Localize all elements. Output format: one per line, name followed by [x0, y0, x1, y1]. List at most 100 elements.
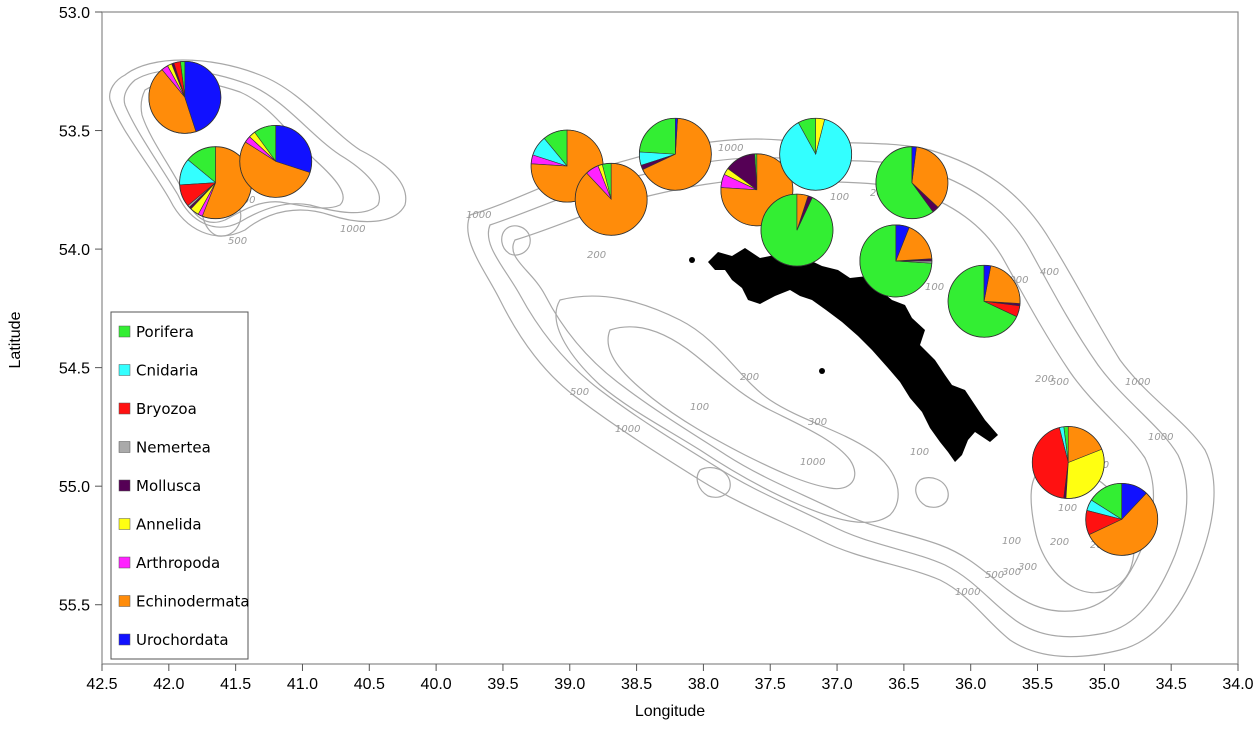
islet: [819, 368, 825, 374]
pie-14: [1085, 482, 1159, 556]
contour-label: 1000: [800, 457, 825, 468]
legend-swatch-urochordata: [118, 633, 131, 646]
y-tick-label: 55.0: [59, 479, 90, 496]
x-tick-label: 42.0: [153, 676, 184, 693]
contour-label: 1000: [466, 210, 491, 221]
x-tick-label: 40.5: [354, 676, 385, 693]
x-tick-label: 37.5: [755, 676, 786, 693]
contour-label: 1000: [718, 143, 743, 154]
y-tick-label: 54.0: [59, 242, 90, 259]
y-tick-label: 55.5: [59, 598, 90, 615]
y-axis: 53.0 53.5 54.0 54.5 55.0 55.5: [59, 5, 102, 615]
x-tick-label: 38.0: [688, 676, 719, 693]
contour-label: 200: [740, 372, 759, 383]
pie-2: [179, 146, 253, 220]
contour-label: 1000: [1003, 275, 1028, 286]
legend-swatch-nemertea: [118, 441, 131, 453]
contour-label: 1000: [955, 587, 980, 598]
contour-label: 200: [587, 250, 606, 261]
contour-label: 500: [570, 387, 589, 398]
pie-outline: [947, 264, 1021, 338]
legend-label-bryozoa: Bryozoa: [136, 400, 197, 418]
x-tick-label: 36.5: [888, 676, 919, 693]
pie-outline: [1031, 426, 1105, 499]
contour-label: 500: [985, 570, 1004, 581]
pie-13: [1031, 426, 1105, 499]
pie-12: [947, 264, 1021, 338]
y-tick-label: 54.5: [59, 361, 90, 378]
x-tick-label: 36.0: [955, 676, 986, 693]
contour-label: 1000: [1148, 432, 1173, 443]
pie-11: [859, 224, 933, 298]
contour-label: 100: [925, 282, 944, 293]
legend-label-porifera: Porifera: [136, 323, 194, 341]
x-tick-label: 38.5: [621, 676, 652, 693]
contour-label: 100: [1002, 536, 1021, 547]
contour-label: 500: [228, 236, 247, 247]
contour-label: 300: [1018, 562, 1037, 573]
contour-label: 300: [1002, 567, 1021, 578]
legend-swatch-bryozoa: [118, 402, 131, 415]
pie-markers: [148, 60, 1159, 556]
contour-label: 400: [1040, 267, 1059, 278]
x-tick-label: 39.0: [554, 676, 585, 693]
legend-swatch-porifera: [118, 325, 131, 338]
pie-8: [779, 117, 853, 191]
x-tick-label: 42.5: [86, 676, 117, 693]
y-axis-title: Latitude: [7, 311, 24, 368]
contour-label: 100: [1058, 503, 1077, 514]
pie-outline: [574, 162, 648, 236]
contour-label: 500: [1050, 377, 1069, 388]
pie-10: [875, 146, 949, 220]
x-tick-label: 34.0: [1222, 676, 1253, 693]
contour-label: 200: [1050, 537, 1069, 548]
contour-label: 1000: [1125, 377, 1150, 388]
legend-label-mollusca: Mollusca: [136, 477, 201, 495]
contour-label: 200: [1035, 374, 1054, 385]
contour-label: 1000: [615, 424, 640, 435]
pie-outline: [239, 124, 313, 198]
pie-outline: [148, 60, 222, 134]
legend-label-nemertea: Nemertea: [136, 439, 211, 457]
islet: [689, 257, 695, 263]
y-tick-label: 53.5: [59, 124, 90, 141]
pie-outline: [1085, 482, 1159, 556]
legend-swatch-mollusca: [118, 479, 131, 492]
legend-swatch-cnidaria: [118, 364, 131, 376]
pie-outline: [720, 153, 794, 227]
pie-outline: [760, 193, 834, 267]
x-tick-label: 41.0: [287, 676, 318, 693]
contour-label: 300: [808, 417, 827, 428]
contour-label: 1000: [340, 224, 365, 235]
legend-label-echinodermata: Echinodermata: [136, 593, 250, 611]
legend-swatch-annelida: [118, 518, 131, 530]
legend-label-urochordata: Urochordata: [136, 631, 229, 649]
pie-5: [574, 162, 648, 236]
pie-9: [760, 193, 834, 267]
island-landmass: [708, 248, 998, 462]
x-axis-title: Longitude: [635, 703, 705, 720]
legend-swatch-echinodermata: [118, 595, 131, 607]
x-tick-label: 35.0: [1089, 676, 1120, 693]
pie-outline: [859, 224, 933, 298]
pie-1: [148, 60, 222, 134]
pie-outline: [638, 117, 712, 191]
x-axis: 42.5 42.0 41.5 41.0 40.5 40.0 39.5 39.0 38.5 38.0…: [86, 664, 1254, 693]
legend-box: [110, 311, 249, 660]
x-tick-label: 34.5: [1156, 676, 1187, 693]
legend-label-annelida: Annelida: [136, 516, 202, 534]
y-tick-label: 53.0: [59, 5, 90, 22]
x-tick-label: 37.0: [821, 676, 852, 693]
pie-6: [638, 117, 712, 191]
contour-label: 100: [910, 447, 929, 458]
contour-label: 100: [830, 192, 849, 203]
x-tick-label: 39.5: [487, 676, 518, 693]
legend-label-cnidaria: Cnidaria: [136, 362, 198, 380]
pie-outline: [779, 117, 853, 191]
pie-3: [239, 124, 313, 198]
x-tick-label: 40.0: [421, 676, 452, 693]
x-tick-label: 41.5: [220, 676, 251, 693]
legend-label-arthropoda: Arthropoda: [136, 554, 220, 572]
legend-swatch-arthropoda: [118, 556, 131, 569]
